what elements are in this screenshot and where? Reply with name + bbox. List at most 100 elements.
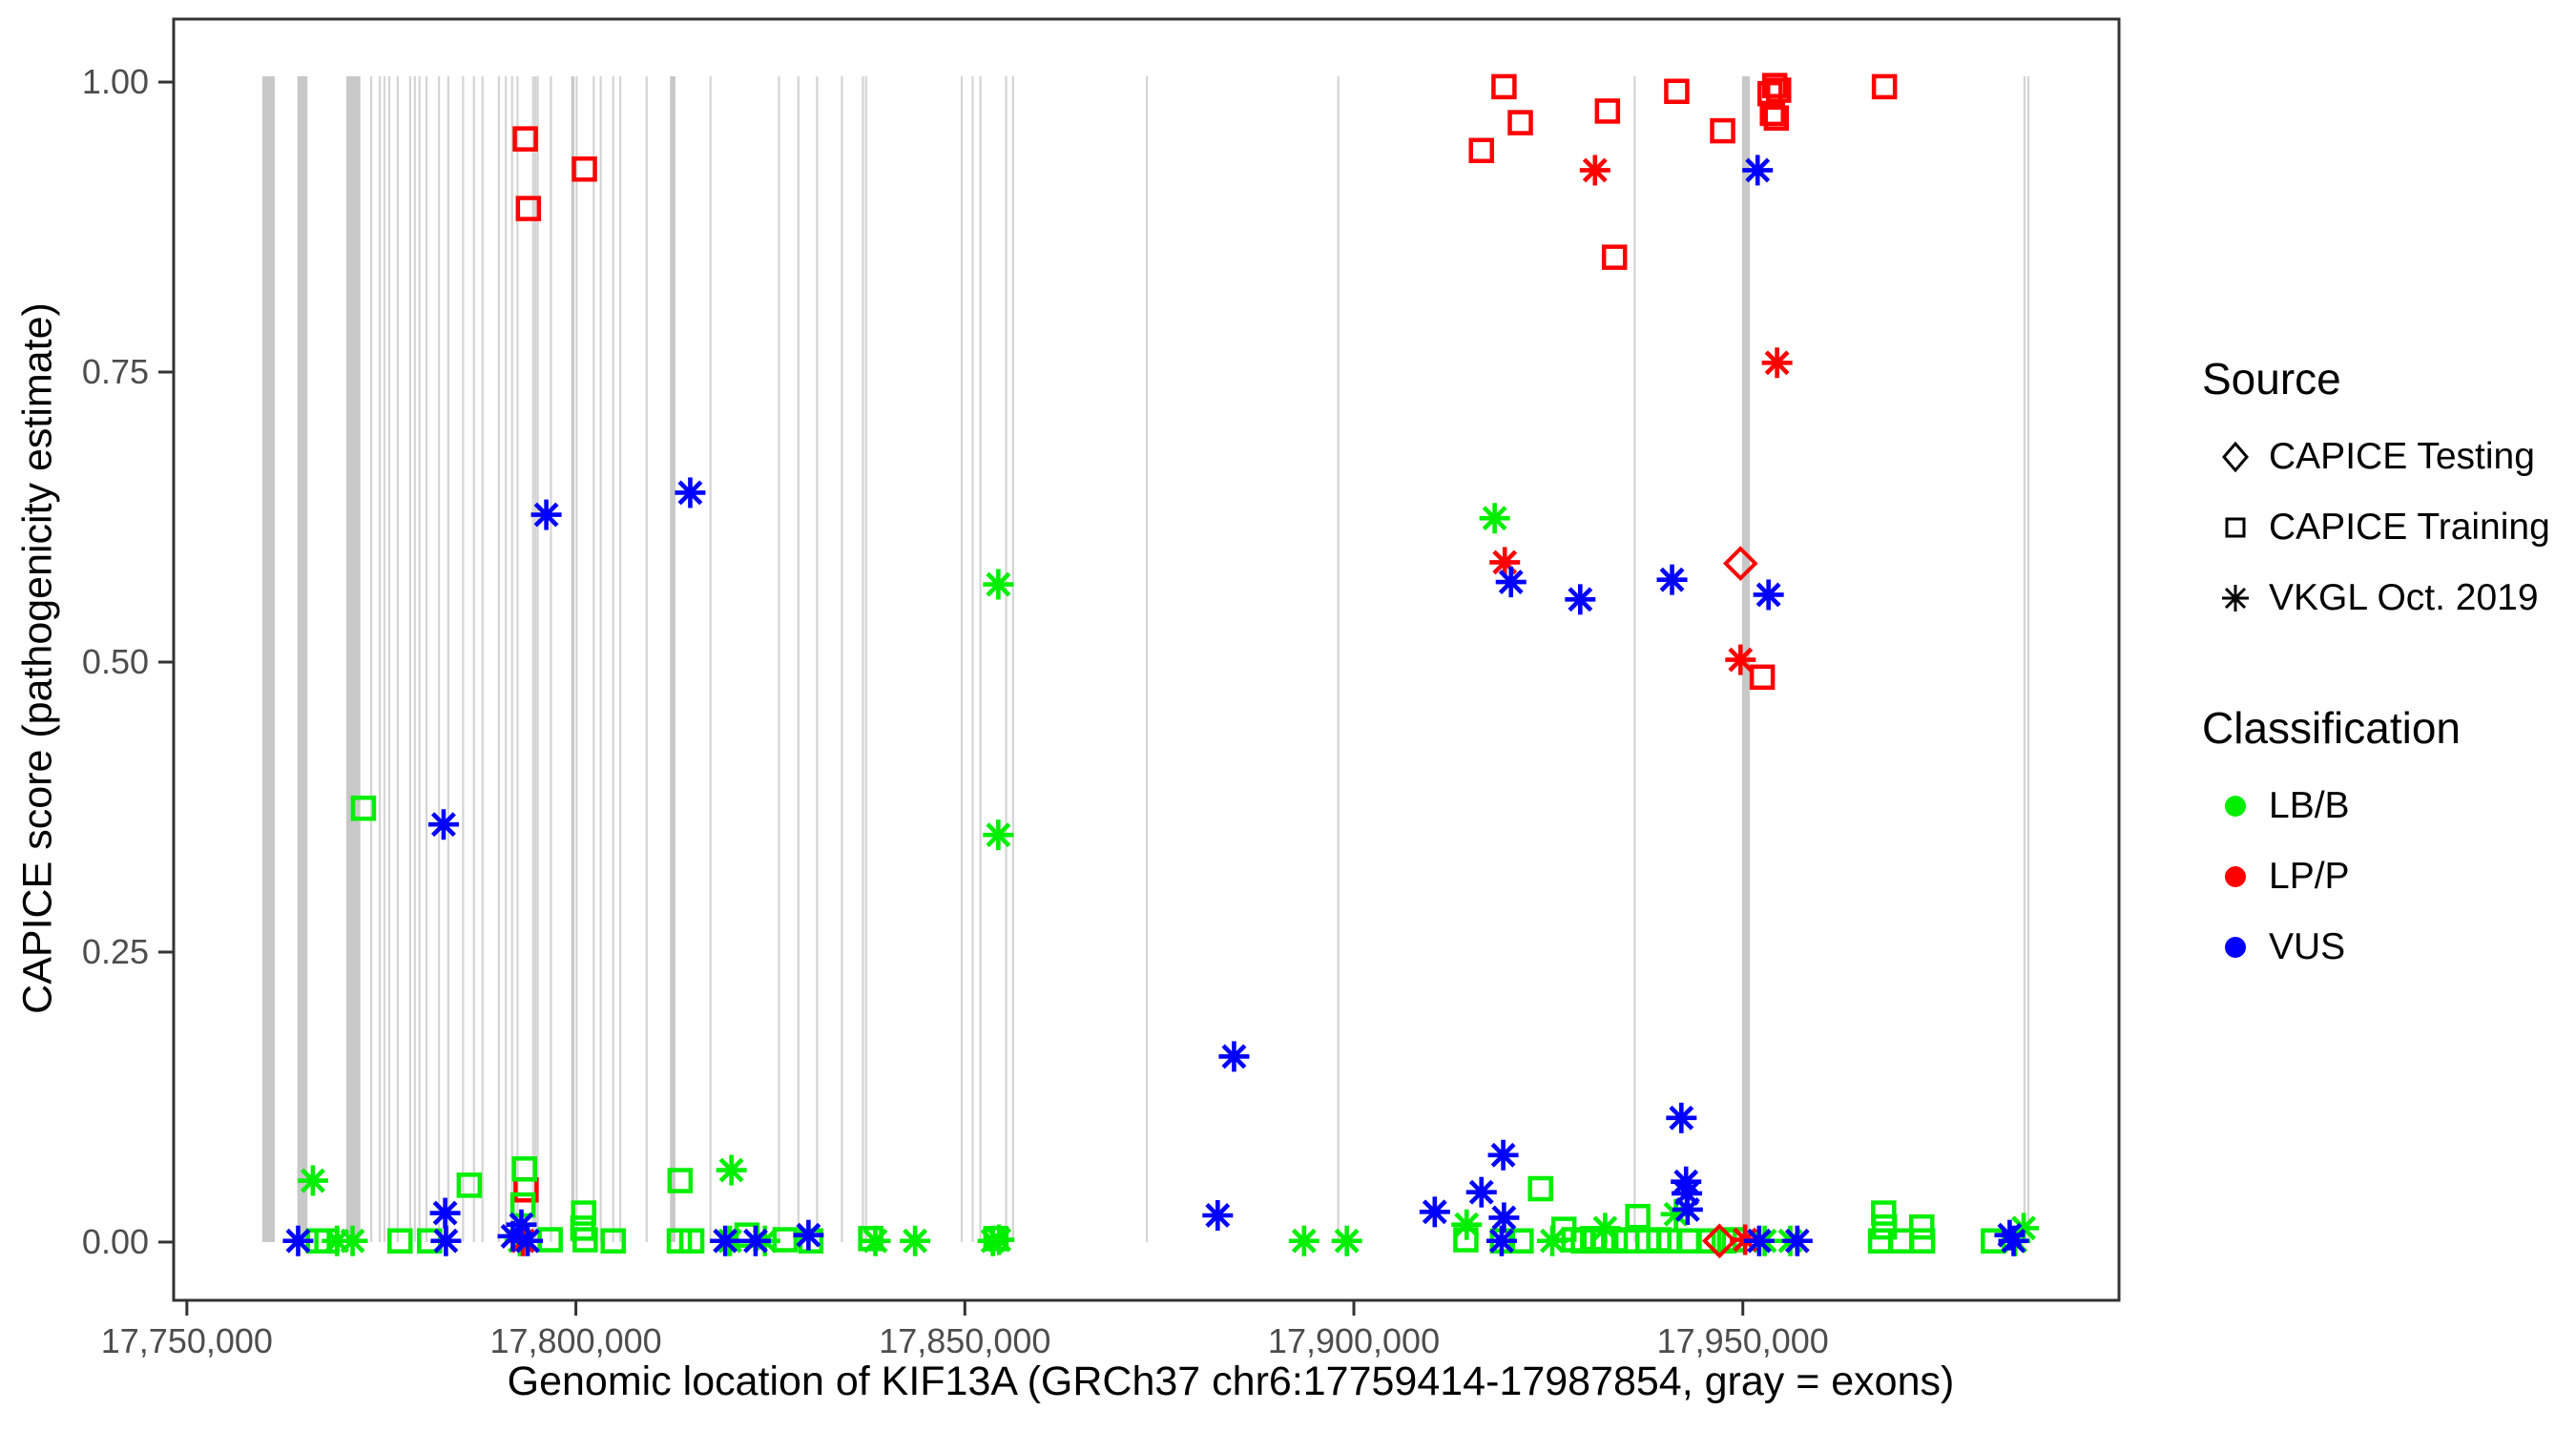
- exon-line: [396, 75, 399, 1242]
- exon-line: [418, 75, 421, 1242]
- data-point-asterisk: [1666, 1102, 1697, 1133]
- data-point-square: [1871, 73, 1898, 100]
- data-point-asterisk: [716, 1154, 747, 1186]
- x-tick-label: 17,850,000: [879, 1321, 1050, 1360]
- data-point-square: [1761, 73, 1788, 98]
- data-point-square: [858, 1226, 883, 1252]
- exon-line: [592, 75, 595, 1242]
- data-point-square: [1527, 1175, 1553, 1202]
- legend-classification-title: Classification: [2202, 703, 2461, 753]
- exon-bar: [297, 75, 308, 1242]
- data-point-asterisk: [1742, 155, 1774, 186]
- lbb-color-swatch-icon: [2202, 784, 2269, 828]
- legend-item-vkgl: VKGL Oct. 2019: [2202, 563, 2574, 633]
- points-layer: [282, 73, 2040, 1259]
- data-point-asterisk: [984, 1224, 1015, 1255]
- data-point-asterisk: [983, 819, 1014, 851]
- data-point-square: [1695, 1228, 1722, 1254]
- data-point-asterisk: [1579, 155, 1610, 186]
- legend-item-label: VKGL Oct. 2019: [2269, 577, 2539, 618]
- legend-classification-group: Classification LB/B LP/P: [2202, 702, 2574, 983]
- exon-line: [531, 75, 534, 1242]
- x-tick-label: 17,950,000: [1657, 1321, 1829, 1360]
- x-axis-title: Genomic location of KIF13A (GRCh37 chr6:…: [507, 1358, 1955, 1404]
- exon-line: [387, 75, 390, 1242]
- exon-line: [709, 75, 712, 1242]
- asterisk-icon: [2202, 576, 2269, 620]
- exon-line: [979, 75, 982, 1242]
- data-point-square: [1491, 73, 1517, 100]
- legend-item-label: CAPICE Training: [2269, 507, 2550, 548]
- exon-line: [481, 75, 484, 1242]
- exon-line: [778, 75, 780, 1242]
- data-point-square: [1664, 78, 1690, 105]
- exon-bar: [670, 75, 675, 1242]
- exon-bar: [346, 75, 361, 1242]
- data-point-square: [456, 1172, 483, 1198]
- legend-item-capice-training: CAPICE Training: [2202, 492, 2574, 563]
- data-point-square: [387, 1228, 413, 1254]
- data-point-asterisk: [1536, 1225, 1568, 1256]
- data-point-asterisk: [429, 1197, 461, 1229]
- exon-bars-layer: [261, 75, 2030, 1242]
- data-point-square: [1763, 105, 1790, 131]
- data-point-asterisk: [1589, 1213, 1621, 1244]
- data-point-square: [600, 1228, 626, 1254]
- data-point-asterisk: [1781, 1225, 1813, 1256]
- data-point-asterisk: [983, 569, 1014, 600]
- data-point-asterisk: [1485, 1225, 1517, 1256]
- plot-panel-border: [172, 17, 2121, 1302]
- legend-item-label: CAPICE Testing: [2269, 436, 2535, 477]
- data-point-asterisk: [793, 1219, 824, 1251]
- exon-line: [797, 75, 800, 1242]
- exon-line: [612, 75, 614, 1242]
- data-point-asterisk: [1753, 579, 1784, 611]
- data-point-asterisk: [1487, 1139, 1519, 1171]
- legend-item-lpp: LP/P: [2202, 841, 2574, 912]
- exon-line: [816, 75, 819, 1242]
- data-point-asterisk: [1488, 1202, 1520, 1234]
- x-tick-label: 17,900,000: [1268, 1321, 1440, 1360]
- data-point-asterisk: [1761, 347, 1793, 379]
- data-point-asterisk: [900, 1225, 931, 1256]
- y-tick-label: 0.50: [82, 642, 149, 681]
- data-point-diamond: [1722, 546, 1758, 581]
- legend-source-group: Source CAPICE Testing CAPICE Training: [2202, 353, 2574, 633]
- data-point-asterisk: [512, 1225, 544, 1256]
- data-point-asterisk: [1288, 1225, 1319, 1256]
- data-point-square: [571, 156, 597, 182]
- data-point-square: [1871, 1200, 1897, 1226]
- data-point-square: [1594, 98, 1621, 124]
- data-point-asterisk: [675, 477, 706, 508]
- vus-color-swatch-icon: [2202, 925, 2269, 969]
- data-point-square: [1909, 1228, 1936, 1254]
- data-point-asterisk: [1743, 1225, 1775, 1256]
- data-point-asterisk: [1495, 567, 1527, 598]
- data-point-square: [350, 795, 377, 821]
- y-tick-label: 0.25: [82, 932, 149, 971]
- data-point-square: [571, 1200, 596, 1226]
- exon-line: [550, 75, 552, 1242]
- data-point-asterisk: [1451, 1209, 1483, 1240]
- data-point-asterisk: [1202, 1199, 1234, 1231]
- legend-source-title: Source: [2202, 354, 2341, 404]
- exon-line: [425, 75, 428, 1242]
- exon-line: [447, 75, 449, 1242]
- exon-line: [536, 75, 539, 1242]
- legend-item-label: VUS: [2269, 926, 2346, 967]
- data-point-asterisk: [282, 1225, 314, 1256]
- exon-line: [2026, 75, 2030, 1242]
- axis-ticks-layer: 17,750,000 17,800,000 17,850,000 17,900,000…: [82, 62, 1829, 1360]
- y-tick-label: 0.75: [82, 352, 149, 391]
- x-tick-label: 17,750,000: [101, 1321, 273, 1360]
- data-point-asterisk: [1656, 564, 1688, 595]
- exon-line: [505, 75, 508, 1242]
- exon-line: [618, 75, 622, 1242]
- legend-item-vus: VUS: [2202, 912, 2574, 983]
- data-point-asterisk: [710, 1225, 741, 1256]
- data-point-square: [1871, 1213, 1898, 1240]
- data-point-asterisk: [1218, 1041, 1250, 1072]
- data-point-square: [515, 196, 542, 221]
- data-point-asterisk: [1672, 1193, 1703, 1225]
